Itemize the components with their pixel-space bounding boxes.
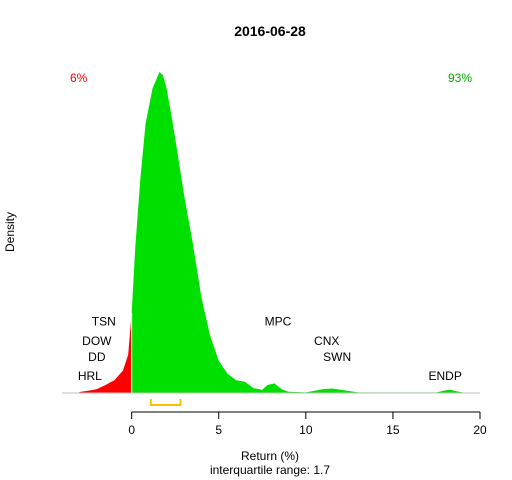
density-areas	[79, 72, 463, 393]
x-axis-label: Return (%)	[241, 449, 299, 463]
annotation-tsn: TSN	[92, 315, 116, 329]
chart-title: 2016-06-28	[234, 23, 306, 39]
annotation-dow: DOW	[82, 334, 112, 348]
ticker-annotations: TSN DOW DD HRL MPC CNX SWN ENDP	[78, 315, 462, 384]
annotation-swn: SWN	[323, 350, 351, 364]
x-tick-label: 0	[128, 423, 135, 437]
right-tail-percent-label: 93%	[448, 71, 472, 85]
x-tick-label: 10	[299, 423, 313, 437]
x-tick-label: 15	[386, 423, 400, 437]
negative-return-area	[79, 312, 132, 393]
positive-return-area	[131, 72, 463, 393]
annotation-mpc: MPC	[265, 315, 292, 329]
annotation-dd: DD	[88, 350, 106, 364]
chart-subtitle: interquartile range: 1.7	[210, 463, 330, 477]
left-tail-percent-label: 6%	[70, 71, 88, 85]
y-axis-label: Density	[3, 212, 17, 252]
iqr-bracket	[149, 399, 182, 406]
x-axis-ticks: 0 5 10 15 20	[128, 412, 487, 437]
x-tick-label: 20	[473, 423, 487, 437]
annotation-cnx: CNX	[314, 334, 339, 348]
annotation-endp: ENDP	[428, 369, 461, 383]
x-tick-label: 5	[215, 423, 222, 437]
annotation-hrl: HRL	[78, 369, 102, 383]
